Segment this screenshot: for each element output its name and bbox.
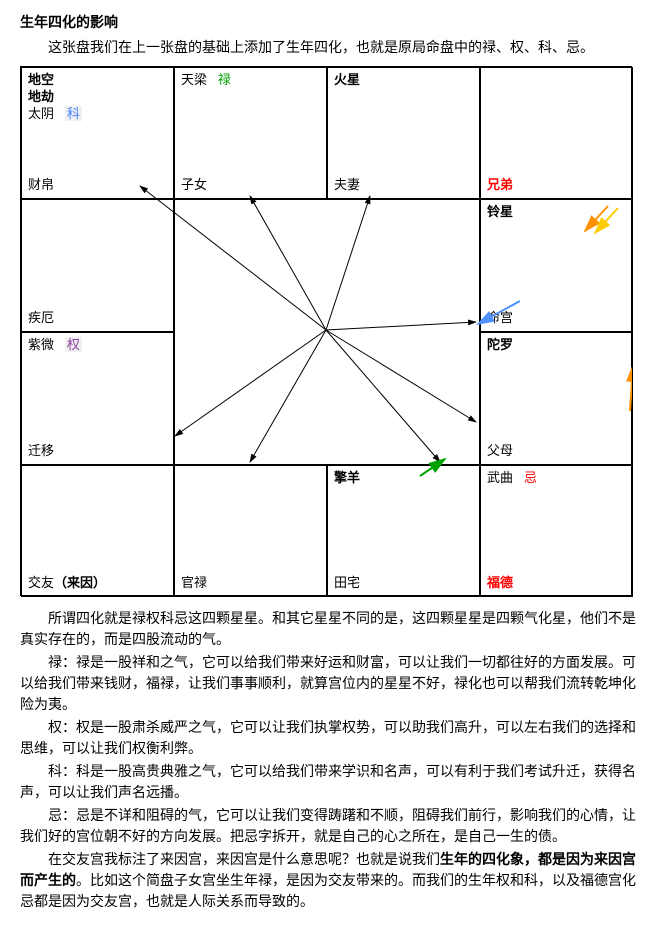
palace-cell: 疾厄 xyxy=(21,199,174,332)
star: 地空 xyxy=(28,72,167,89)
body-text: 所谓四化就是禄权科忌这四颗星星。和其它星星不同的是，这四颗星星是四颗气化星，他们… xyxy=(20,608,644,912)
paragraph: 权：权是一股肃杀威严之气，它可以让我们执掌权势，可以助我们高升，可以左右我们的选… xyxy=(20,717,644,759)
intro-text: 这张盘我们在上一张盘的基础上添加了生年四化，也就是原局命盘中的禄、权、科、忌。 xyxy=(20,37,644,58)
palace-cell: 交友（来因） xyxy=(21,465,174,597)
palace-cell: 铃星命宫 xyxy=(480,199,633,332)
palace-name: 田宅 xyxy=(334,575,473,592)
paragraph: 在交友宫我标注了来因宫，来因宫是什么意思呢？也就是说我们生年的四化象，都是因为来… xyxy=(20,849,644,912)
palace-name: 福德 xyxy=(487,575,626,592)
star: 铃星 xyxy=(487,204,626,221)
palace-cell: 官禄 xyxy=(174,465,327,597)
star: 火星 xyxy=(334,72,473,89)
star: 紫微 权 xyxy=(28,337,167,354)
paragraph: 所谓四化就是禄权科忌这四颗星星。和其它星星不同的是，这四颗星星是四颗气化星，他们… xyxy=(20,608,644,650)
natal-chart: 地空地劫太阴 科财帛天梁 禄子女火星夫妻兄弟疾厄铃星命宫紫微 权迁移陀罗父母交友… xyxy=(20,66,632,596)
palace-cell: 武曲 忌福德 xyxy=(480,465,633,597)
palace-cell: 陀罗父母 xyxy=(480,332,633,465)
palace-name: 子女 xyxy=(181,177,320,194)
star: 天梁 禄 xyxy=(181,72,320,89)
paragraph: 禄：禄是一股祥和之气，它可以给我们带来好运和财富，可以让我们一切都往好的方面发展… xyxy=(20,652,644,715)
palace-name: 命宫 xyxy=(487,310,626,327)
star: 地劫 xyxy=(28,89,167,106)
page-title: 生年四化的影响 xyxy=(20,12,644,33)
star: 武曲 忌 xyxy=(487,470,626,487)
palace-cell: 天梁 禄子女 xyxy=(174,67,327,199)
palace-name: 兄弟 xyxy=(487,177,626,194)
palace-name: 迁移 xyxy=(28,443,167,460)
palace-cell: 兄弟 xyxy=(480,67,633,199)
star: 太阴 科 xyxy=(28,106,167,123)
palace-name: 疾厄 xyxy=(28,310,167,327)
palace-name: 财帛 xyxy=(28,177,167,194)
center-area xyxy=(174,199,480,465)
palace-name: 父母 xyxy=(487,443,626,460)
palace-name: 官禄 xyxy=(181,575,320,592)
palace-cell: 擎羊田宅 xyxy=(327,465,480,597)
star: 陀罗 xyxy=(487,337,626,354)
paragraph: 忌：忌是不详和阻碍的气，它可以让我们变得踌躇和不顺，阻碍我们前行，影响我们的心情… xyxy=(20,805,644,847)
palace-cell: 紫微 权迁移 xyxy=(21,332,174,465)
palace-cell: 火星夫妻 xyxy=(327,67,480,199)
star: 擎羊 xyxy=(334,470,473,487)
palace-name: 夫妻 xyxy=(334,177,473,194)
paragraph: 科：科是一股高贵典雅之气，它可以给我们带来学识和名声，可以有利于我们考试升迁，获… xyxy=(20,761,644,803)
palace-cell: 地空地劫太阴 科财帛 xyxy=(21,67,174,199)
palace-name: 交友（来因） xyxy=(28,575,167,592)
